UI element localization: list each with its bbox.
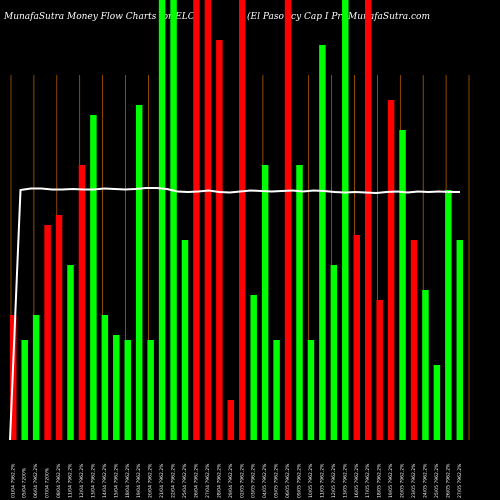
- bar-down: [78, 165, 86, 440]
- x-tick-label: 15/04 7962.2%: [113, 463, 119, 498]
- x-tick-label: 13/05 7962.2%: [342, 463, 348, 498]
- bar-up: [307, 340, 315, 440]
- x-tick-label: 19/05 7962.2%: [388, 463, 394, 498]
- bar-down: [387, 100, 395, 440]
- x-axis-labels: 01/04 7962.2% 05/04 7200% 06/04 7962.2% 07/…: [10, 463, 463, 498]
- x-tick-label: 11/04 7962.2%: [68, 463, 74, 498]
- x-tick-label: 13/04 7962.2%: [90, 463, 96, 498]
- bar-down: [216, 40, 223, 440]
- bar-up: [135, 105, 143, 440]
- x-tick-label: 11/05 7962.2%: [319, 463, 325, 498]
- x-tick-label: 05/05 7962.2%: [274, 463, 280, 498]
- x-tick-label: 04/05 7962.2%: [262, 463, 268, 498]
- bar-up: [32, 315, 40, 440]
- bar-down: [55, 215, 63, 440]
- x-tick-label: 08/04 7962.2%: [56, 463, 62, 498]
- bar-down: [204, 0, 212, 440]
- x-tick-label: 26/04 7962.2%: [193, 463, 199, 498]
- bar-up: [250, 295, 257, 440]
- bar-down: [376, 300, 383, 440]
- bar-up: [273, 340, 280, 440]
- x-tick-label: 27/05 7962.2%: [457, 463, 463, 498]
- bar-up: [456, 240, 464, 440]
- x-tick-label: 23/05 7962.2%: [411, 463, 417, 498]
- chart-title-left: MunafaSutra Money Flow Charts for ELC: [4, 12, 195, 22]
- x-tick-label: 29/04 7962.2%: [228, 463, 234, 498]
- bar-up: [399, 130, 406, 440]
- x-tick-label: 18/05 7962.2%: [377, 463, 383, 498]
- bar-up: [67, 265, 74, 440]
- bar-up: [147, 340, 154, 440]
- x-tick-label: 05/04 7200%: [22, 467, 28, 498]
- bar-up: [113, 335, 120, 440]
- x-tick-label: 17/05 7962.2%: [365, 463, 371, 498]
- x-tick-label: 14/04 7962.2%: [102, 463, 108, 498]
- bar-up: [342, 0, 349, 440]
- x-tick-label: 20/05 7962.2%: [400, 463, 406, 498]
- bar-down: [239, 0, 246, 440]
- x-tick-label: 25/04 7962.2%: [182, 463, 188, 498]
- x-tick-label: 01/04 7962.2%: [10, 463, 16, 498]
- x-tick-label: 07/04 7200%: [45, 467, 51, 498]
- bar-up: [170, 0, 177, 440]
- x-tick-label: 27/04 7962.2%: [205, 463, 211, 498]
- x-tick-label: 24/05 7962.2%: [422, 463, 428, 498]
- bar-up: [181, 240, 189, 440]
- x-tick-label: 25/05 7962.2%: [434, 463, 440, 498]
- bar-up: [158, 0, 166, 440]
- x-tick-label: 10/05 7962.2%: [308, 463, 314, 498]
- bar-down: [44, 225, 51, 440]
- bar-up: [21, 340, 28, 440]
- x-tick-label: 12/04 7962.2%: [79, 463, 85, 498]
- bar-down: [410, 240, 418, 440]
- bar-down: [284, 0, 292, 440]
- bar-up: [261, 165, 269, 440]
- x-tick-label: 06/05 7962.2%: [285, 463, 291, 498]
- bar-up: [101, 315, 109, 440]
- x-tick-label: 02/05 7962.2%: [239, 463, 245, 498]
- bar-up: [330, 265, 338, 440]
- bar-down: [364, 0, 372, 440]
- chart-title-right: (El Paso rcy Cap I Pr) MunafaSutra.com: [247, 12, 431, 22]
- x-tick-label: 26/05 7962.2%: [445, 463, 451, 498]
- bar-up: [445, 190, 452, 440]
- x-tick-label: 22/04 7962.2%: [171, 463, 177, 498]
- bar-down: [193, 0, 200, 440]
- bar-up: [433, 365, 441, 440]
- money-flow-line: [9, 187, 460, 441]
- bar-up: [124, 340, 131, 440]
- x-tick-label: 16/05 7962.2%: [354, 463, 360, 498]
- bar-down: [353, 235, 360, 440]
- bar-up: [319, 45, 326, 440]
- x-tick-label: 06/04 7962.2%: [33, 463, 39, 498]
- x-tick-label: 09/05 7962.2%: [297, 463, 303, 498]
- x-tick-label: 20/04 7962.2%: [148, 463, 154, 498]
- bar-up: [296, 165, 303, 440]
- x-tick-label: 18/04 7962.2%: [125, 463, 131, 498]
- x-tick-label: 28/04 7962.2%: [216, 463, 222, 498]
- x-tick-label: 19/04 7962.2%: [136, 463, 142, 498]
- bars: [10, 0, 464, 440]
- bar-down: [227, 400, 235, 440]
- bar-up: [90, 115, 97, 440]
- bar-up: [422, 290, 429, 440]
- x-tick-label: 12/05 7962.2%: [331, 463, 337, 498]
- x-tick-label: 21/04 7962.2%: [159, 463, 165, 498]
- x-tick-label: 03/05 7962.2%: [251, 463, 257, 498]
